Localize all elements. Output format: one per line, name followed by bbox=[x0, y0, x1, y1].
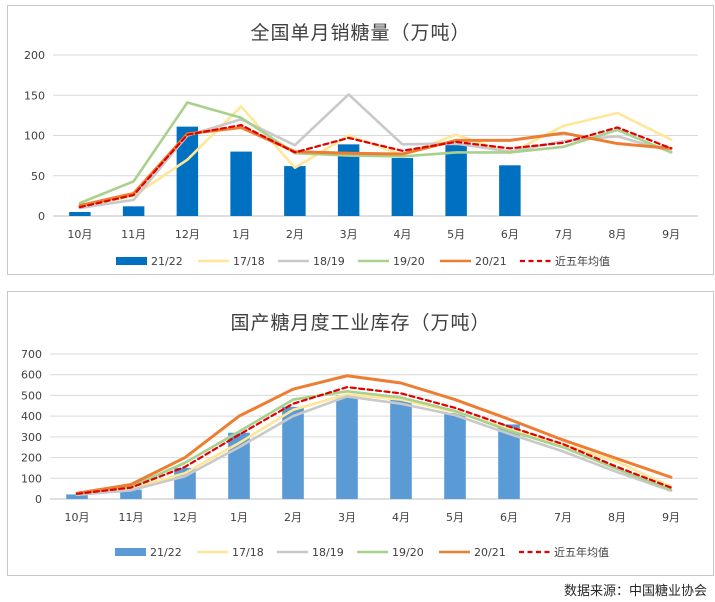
y-tick-label: 100 bbox=[21, 472, 42, 485]
bar-21-22 bbox=[498, 424, 520, 499]
bar-21-22 bbox=[390, 399, 412, 499]
sales-chart-title: 全国单月销糖量（万吨） bbox=[250, 22, 471, 44]
bar-21-22 bbox=[176, 126, 199, 216]
y-tick-label: 500 bbox=[21, 389, 42, 402]
bar-21-22 bbox=[230, 151, 252, 216]
legend-item-18-19: 18/19 bbox=[278, 255, 345, 268]
y-tick-label: 0 bbox=[35, 493, 42, 506]
y-tick-label: 600 bbox=[21, 369, 42, 382]
x-tick-label: 2月 bbox=[286, 228, 304, 241]
y-tick-label: 200 bbox=[21, 452, 42, 465]
bar-21-22 bbox=[284, 166, 306, 216]
sales-chart-svg: 0 50 100 150 200 10月 11月 12月 1月 2月 3月 4月 5月 6月 7月 8月 9月 2… bbox=[24, 49, 698, 268]
sales-chart-panel: 全国单月销糖量（万吨） 0 50 100 150 200 10月 11月 12月 1月 2月 3月 4… bbox=[7, 5, 714, 275]
x-tick-label: 11月 bbox=[119, 511, 144, 524]
series-line-20-21 bbox=[75, 374, 673, 495]
x-tick-label: 5月 bbox=[446, 511, 464, 524]
legend-label: 20/21 bbox=[474, 546, 506, 559]
bar-21-22 bbox=[282, 406, 304, 499]
source-note: 数据来源：中国糖业协会 bbox=[563, 584, 707, 599]
legend-item-avg5: 近五年均值 bbox=[520, 254, 610, 268]
legend-item-19-20: 19/20 bbox=[357, 546, 424, 559]
legend-item-avg5: 近五年均值 bbox=[519, 545, 609, 559]
series-line-avg5 bbox=[78, 123, 673, 209]
legend-label: 18/19 bbox=[313, 255, 345, 268]
series-line-avg5 bbox=[75, 386, 673, 495]
x-tick-label: 1月 bbox=[230, 511, 248, 524]
x-tick-label: 1月 bbox=[232, 228, 250, 241]
legend-label: 18/19 bbox=[312, 546, 344, 559]
x-tick-label: 9月 bbox=[662, 228, 680, 241]
x-tick-label: 7月 bbox=[555, 228, 573, 241]
legend-label: 21/22 bbox=[150, 546, 182, 559]
series-line-17-18 bbox=[75, 393, 673, 496]
legend-item-17-18: 17/18 bbox=[197, 546, 264, 559]
legend-swatch bbox=[116, 257, 147, 265]
x-tick-label: 4月 bbox=[392, 511, 410, 524]
legend-item-20-21: 20/21 bbox=[440, 255, 507, 268]
x-tick-label: 2月 bbox=[284, 511, 302, 524]
legend-label: 20/21 bbox=[475, 255, 507, 268]
series-line-18-19 bbox=[75, 395, 673, 497]
legend-swatch bbox=[115, 548, 146, 556]
x-tick-label: 12月 bbox=[173, 511, 198, 524]
legend-label: 17/18 bbox=[233, 255, 265, 268]
x-tick-label: 7月 bbox=[554, 511, 572, 524]
x-tick-label: 10月 bbox=[65, 511, 90, 524]
bar-21-22 bbox=[444, 413, 466, 499]
y-tick-label: 50 bbox=[31, 170, 45, 183]
legend-item-21-22: 21/22 bbox=[116, 255, 183, 268]
x-tick-label: 9月 bbox=[662, 511, 680, 524]
bar-21-22 bbox=[499, 165, 521, 216]
legend-item-19-20: 19/20 bbox=[358, 255, 425, 268]
x-tick-label: 8月 bbox=[608, 228, 626, 241]
x-tick-label: 5月 bbox=[447, 228, 465, 241]
bar-21-22 bbox=[120, 489, 142, 499]
x-tick-label: 8月 bbox=[608, 511, 626, 524]
bar-21-22 bbox=[66, 494, 88, 499]
y-tick-label: 150 bbox=[24, 89, 45, 102]
y-tick-label: 300 bbox=[21, 431, 42, 444]
y-tick-label: 100 bbox=[24, 130, 45, 143]
legend-label: 19/20 bbox=[392, 546, 424, 559]
legend-item-21-22: 21/22 bbox=[115, 546, 182, 559]
x-tick-label: 3月 bbox=[340, 228, 358, 241]
y-tick-label: 400 bbox=[21, 410, 42, 423]
bar-21-22 bbox=[337, 144, 360, 216]
legend-label: 19/20 bbox=[393, 255, 425, 268]
x-tick-label: 6月 bbox=[501, 228, 519, 241]
bar-21-22 bbox=[122, 206, 145, 216]
bar-21-22 bbox=[391, 158, 414, 216]
series-line-19-20 bbox=[78, 101, 673, 205]
series-line-19-20 bbox=[75, 389, 673, 496]
legend-label: 21/22 bbox=[151, 255, 183, 268]
y-tick-label: 700 bbox=[21, 348, 42, 361]
legend-item-18-19: 18/19 bbox=[277, 546, 344, 559]
bar-21-22 bbox=[445, 145, 467, 216]
legend-item-17-18: 17/18 bbox=[198, 255, 265, 268]
x-tick-label: 12月 bbox=[175, 228, 200, 241]
x-tick-label: 6月 bbox=[500, 511, 518, 524]
bar-21-22 bbox=[336, 395, 358, 499]
y-tick-label: 200 bbox=[24, 49, 45, 62]
legend-item-20-21: 20/21 bbox=[439, 546, 506, 559]
stock-chart-svg: 0 100 200 300 400 500 600 700 10月 11月 12月 1月 2月 3月 4月 5… bbox=[21, 348, 698, 559]
bar-21-22 bbox=[69, 211, 91, 216]
stock-chart-title: 国产糖月度工业库存（万吨） bbox=[230, 312, 491, 334]
legend-label: 17/18 bbox=[232, 546, 264, 559]
stock-chart-panel: 国产糖月度工业库存（万吨） 0 100 200 300 400 500 600 700 10月 1… bbox=[7, 291, 714, 576]
legend-label: 近五年均值 bbox=[555, 254, 610, 268]
y-tick-label: 0 bbox=[38, 210, 45, 223]
series-line-18-19 bbox=[78, 93, 673, 210]
x-tick-label: 10月 bbox=[67, 228, 92, 241]
legend-label: 近五年均值 bbox=[554, 545, 609, 559]
x-tick-label: 11月 bbox=[121, 228, 146, 241]
x-tick-label: 3月 bbox=[338, 511, 356, 524]
x-tick-label: 4月 bbox=[393, 228, 411, 241]
